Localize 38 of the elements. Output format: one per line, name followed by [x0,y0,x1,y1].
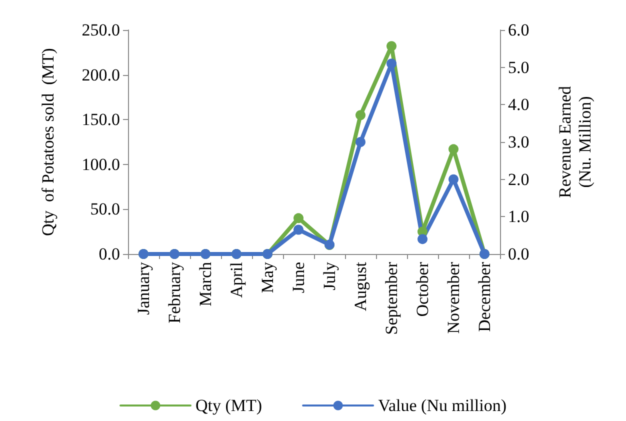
x-tick-label: September [382,262,401,335]
legend-label: Qty (MT) [196,396,262,415]
y2-axis-title: Revenue Earned (Nu. Million) [556,86,594,198]
y-tick-label: 50.0 [90,200,120,219]
y-tick-label: 250.0 [82,20,120,40]
x-tick-label: April [227,262,246,298]
y2-tick-label: 6.0 [508,20,530,40]
y2-tick-label: 0.0 [508,244,530,264]
y-tick-label: 200.0 [82,65,120,84]
point [448,144,458,154]
y-tick-label: 0.0 [98,244,120,264]
y2-tick-label: 2.0 [508,170,530,189]
point [386,58,396,69]
x-tick-label: May [258,262,277,294]
legend-label: Value (Nu million) [378,396,506,415]
y2-tick-label: 5.0 [508,58,530,77]
x-tick-label: August [351,262,370,312]
y-tick-label: 150.0 [82,110,120,130]
point [418,234,428,244]
x-tick-label: February [165,262,184,324]
x-tick-label: July [320,262,339,290]
x-tick-label: June [289,262,308,294]
point [448,174,458,184]
point [294,224,304,235]
point [356,137,366,147]
x-tick-label: March [196,262,215,306]
point [294,213,304,224]
y-axis-title: Qty of Potatoes sold (MT) [38,48,58,236]
point [386,41,396,52]
point [356,110,366,120]
y2-tick-label: 1.0 [508,207,530,226]
x-tick-label: October [413,262,432,317]
y-tick-label: 100.0 [82,154,120,174]
x-tick-label: November [444,262,463,334]
y2-tick-label: 3.0 [508,132,530,152]
y2-tick-label: 4.0 [508,95,530,114]
x-tick-label: December [475,262,494,332]
x-tick-label: January [134,262,153,315]
